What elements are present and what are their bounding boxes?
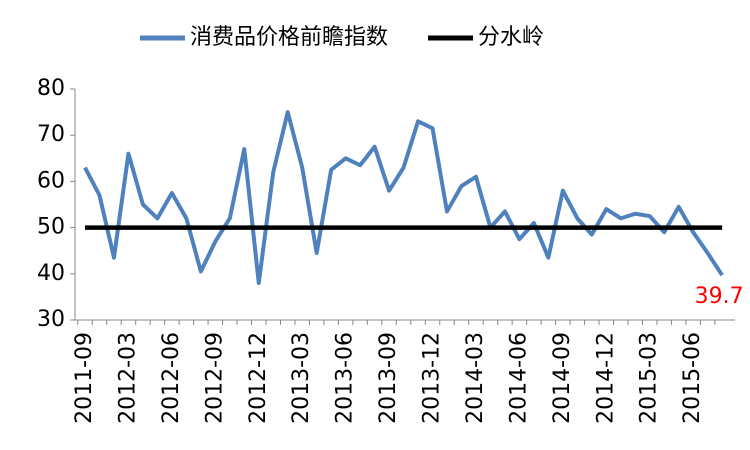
- line-series: [83, 110, 724, 286]
- legend-label: 消费品价格前瞻指数: [190, 25, 388, 50]
- x-tick-label: 2013-12: [420, 332, 445, 424]
- x-tick-label: 2013-09: [376, 332, 401, 424]
- y-tick-label: 50: [37, 215, 65, 240]
- x-tick-label: 2014-03: [463, 332, 488, 424]
- y-tick-label: 40: [37, 261, 65, 286]
- y-tick-label: 70: [37, 122, 65, 147]
- x-tick-label: 2014-09: [550, 332, 575, 424]
- x-tick-label: 2014-06: [506, 332, 531, 424]
- x-tick-label: 2013-06: [333, 332, 358, 424]
- x-tick-label: 2013-03: [289, 332, 314, 424]
- y-tick-label: 60: [37, 168, 65, 193]
- x-tick-label: 2012-03: [115, 332, 140, 424]
- y-tick-label: 30: [37, 307, 65, 332]
- legend-label: 分水岭: [478, 25, 544, 50]
- x-tick-label: 2014-12: [593, 332, 618, 424]
- x-tick-label: 2015-03: [637, 332, 662, 424]
- x-tick-label: 2012-12: [246, 332, 271, 424]
- x-tick-label: 2015-06: [680, 332, 705, 424]
- y-tick-label: 80: [37, 76, 65, 101]
- x-tick-label: 2012-06: [159, 332, 184, 424]
- x-tick-label: 2012-09: [202, 332, 227, 424]
- x-tick-label: 2011-09: [72, 332, 97, 424]
- data-label: 39.7: [695, 284, 744, 309]
